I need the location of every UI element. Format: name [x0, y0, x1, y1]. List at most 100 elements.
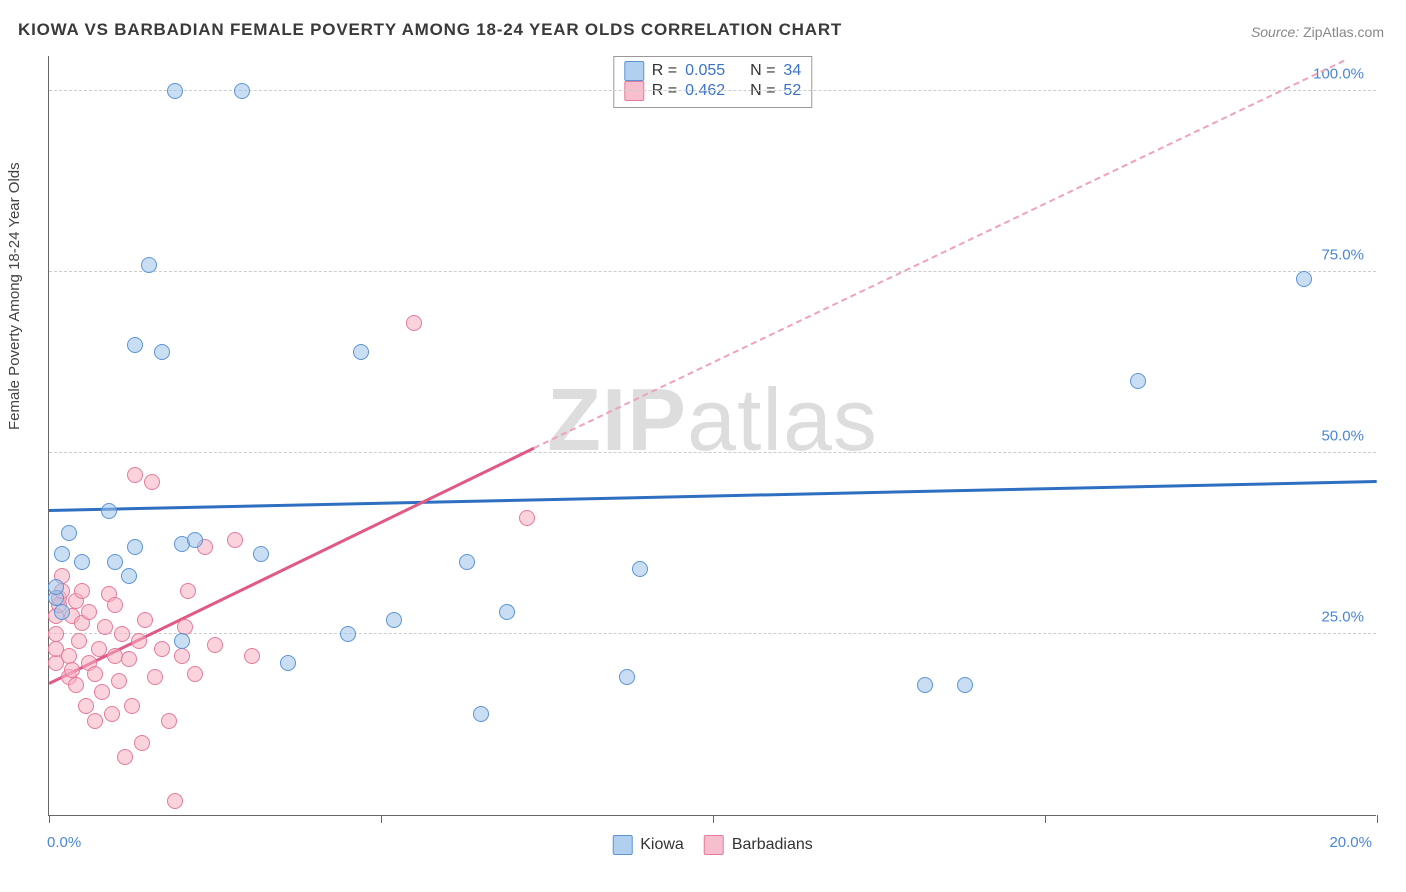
data-point — [74, 554, 90, 570]
data-point — [114, 626, 130, 642]
data-point — [161, 713, 177, 729]
data-point — [68, 677, 84, 693]
data-point — [141, 257, 157, 273]
data-point — [280, 655, 296, 671]
legend-item-kiowa: Kiowa — [612, 835, 684, 855]
data-point — [127, 539, 143, 555]
data-point — [124, 698, 140, 714]
n-label: N = — [750, 62, 775, 80]
data-point — [187, 666, 203, 682]
y-tick-label: 100.0% — [1313, 66, 1364, 83]
data-point — [519, 510, 535, 526]
data-point — [167, 793, 183, 809]
data-point — [619, 669, 635, 685]
data-point — [107, 554, 123, 570]
data-point — [91, 641, 107, 657]
gridline — [49, 271, 1376, 272]
r-value-kiowa: 0.055 — [685, 62, 725, 80]
gridline — [49, 633, 1376, 634]
data-point — [227, 532, 243, 548]
data-point — [499, 604, 515, 620]
x-tick — [713, 815, 714, 823]
r-label: R = — [652, 62, 677, 80]
data-point — [632, 561, 648, 577]
trendline — [49, 480, 1377, 511]
data-point — [340, 626, 356, 642]
data-point — [74, 583, 90, 599]
data-point — [167, 83, 183, 99]
data-point — [253, 546, 269, 562]
data-point — [64, 662, 80, 678]
y-tick-label: 75.0% — [1321, 247, 1364, 264]
legend-correlation-stats: R = 0.055 N = 34 R = 0.462 N = 52 — [613, 56, 812, 108]
chart-title: KIOWA VS BARBADIAN FEMALE POVERTY AMONG … — [18, 20, 842, 40]
scatter-plot-area: ZIPatlas R = 0.055 N = 34 R = 0.462 N = … — [48, 56, 1376, 816]
watermark: ZIPatlas — [547, 369, 878, 471]
data-point — [234, 83, 250, 99]
data-point — [406, 315, 422, 331]
trendline — [533, 60, 1344, 449]
data-point — [134, 735, 150, 751]
data-point — [107, 597, 123, 613]
x-tick — [49, 815, 50, 823]
data-point — [127, 467, 143, 483]
data-point — [61, 648, 77, 664]
swatch-blue — [624, 61, 644, 81]
legend-row-kiowa: R = 0.055 N = 34 — [624, 61, 801, 81]
data-point — [174, 648, 190, 664]
data-point — [147, 669, 163, 685]
data-point — [81, 604, 97, 620]
data-point — [187, 532, 203, 548]
data-point — [71, 633, 87, 649]
data-point — [137, 612, 153, 628]
swatch-pink — [704, 835, 724, 855]
data-point — [48, 579, 64, 595]
data-point — [78, 698, 94, 714]
legend-series: Kiowa Barbadians — [612, 835, 813, 855]
data-point — [48, 626, 64, 642]
data-point — [104, 706, 120, 722]
x-tick — [1377, 815, 1378, 823]
data-point — [61, 525, 77, 541]
data-point — [127, 337, 143, 353]
data-point — [1296, 271, 1312, 287]
data-point — [131, 633, 147, 649]
data-point — [54, 604, 70, 620]
data-point — [144, 474, 160, 490]
data-point — [957, 677, 973, 693]
data-point — [174, 633, 190, 649]
legend-label-kiowa: Kiowa — [640, 836, 684, 854]
data-point — [121, 651, 137, 667]
y-tick-label: 50.0% — [1321, 428, 1364, 445]
data-point — [87, 666, 103, 682]
data-point — [180, 583, 196, 599]
watermark-light: atlas — [687, 370, 878, 469]
data-point — [473, 706, 489, 722]
data-point — [917, 677, 933, 693]
x-tick — [381, 815, 382, 823]
n-value-kiowa: 34 — [783, 62, 801, 80]
legend-label-barbadians: Barbadians — [732, 836, 813, 854]
legend-item-barbadians: Barbadians — [704, 835, 813, 855]
source-attribution: Source: ZipAtlas.com — [1251, 24, 1384, 40]
data-point — [117, 749, 133, 765]
swatch-blue — [612, 835, 632, 855]
data-point — [207, 637, 223, 653]
x-tick — [1045, 815, 1046, 823]
data-point — [154, 344, 170, 360]
data-point — [244, 648, 260, 664]
y-tick-label: 25.0% — [1321, 609, 1364, 626]
data-point — [353, 344, 369, 360]
x-tick-label: 0.0% — [47, 834, 81, 851]
source-value: ZipAtlas.com — [1303, 24, 1384, 40]
x-tick-label: 20.0% — [1329, 834, 1372, 851]
gridline — [49, 452, 1376, 453]
data-point — [459, 554, 475, 570]
y-axis-label: Female Poverty Among 18-24 Year Olds — [6, 162, 23, 430]
data-point — [87, 713, 103, 729]
data-point — [94, 684, 110, 700]
source-label: Source: — [1251, 24, 1299, 40]
data-point — [97, 619, 113, 635]
data-point — [101, 503, 117, 519]
data-point — [121, 568, 137, 584]
